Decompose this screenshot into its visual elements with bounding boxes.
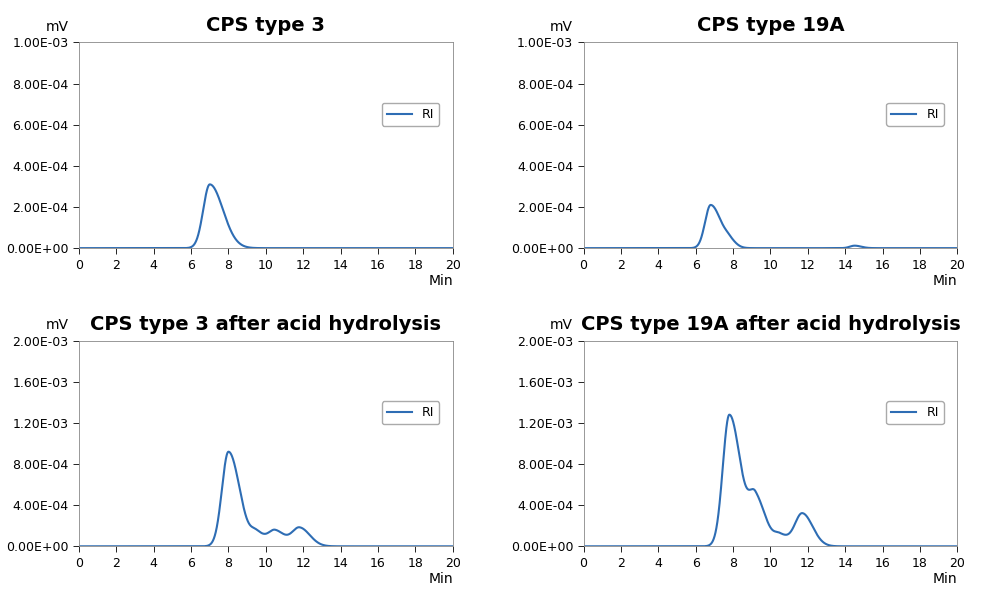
Legend: RI: RI bbox=[885, 401, 943, 424]
RI bbox=[720, 424, 732, 431]
Text: mV: mV bbox=[549, 319, 572, 333]
RI bbox=[723, 411, 735, 418]
RI bbox=[801, 245, 812, 252]
X-axis label: Min: Min bbox=[428, 572, 453, 586]
RI bbox=[577, 543, 589, 550]
Title: CPS type 3 after acid hydrolysis: CPS type 3 after acid hydrolysis bbox=[91, 314, 441, 334]
Line: RI: RI bbox=[79, 452, 453, 546]
Legend: RI: RI bbox=[382, 401, 439, 424]
Line: RI: RI bbox=[583, 415, 956, 546]
Line: RI: RI bbox=[583, 205, 956, 248]
Title: CPS type 19A after acid hydrolysis: CPS type 19A after acid hydrolysis bbox=[580, 314, 959, 334]
RI bbox=[884, 245, 896, 252]
RI bbox=[316, 541, 327, 548]
RI bbox=[820, 541, 832, 548]
Text: mV: mV bbox=[45, 319, 68, 333]
RI bbox=[297, 245, 309, 252]
RI bbox=[820, 245, 832, 252]
RI bbox=[141, 543, 153, 550]
RI bbox=[720, 227, 732, 234]
Legend: RI: RI bbox=[885, 103, 943, 126]
RI bbox=[216, 203, 228, 210]
RI bbox=[352, 543, 364, 550]
RI bbox=[447, 543, 458, 550]
RI bbox=[297, 525, 309, 532]
X-axis label: Min: Min bbox=[932, 572, 956, 586]
Legend: RI: RI bbox=[382, 103, 439, 126]
RI bbox=[447, 245, 458, 252]
RI bbox=[223, 448, 235, 455]
Text: mV: mV bbox=[549, 20, 572, 34]
RI bbox=[73, 543, 85, 550]
RI bbox=[884, 543, 896, 550]
RI bbox=[380, 245, 391, 252]
RI bbox=[204, 181, 216, 188]
RI bbox=[856, 243, 868, 251]
X-axis label: Min: Min bbox=[932, 274, 956, 288]
Title: CPS type 3: CPS type 3 bbox=[206, 16, 325, 35]
RI bbox=[577, 245, 589, 252]
RI bbox=[801, 514, 812, 521]
RI bbox=[141, 245, 153, 252]
RI bbox=[951, 245, 962, 252]
X-axis label: Min: Min bbox=[428, 274, 453, 288]
RI bbox=[856, 543, 868, 550]
RI bbox=[73, 245, 85, 252]
RI bbox=[316, 245, 327, 252]
Line: RI: RI bbox=[79, 185, 453, 248]
Text: mV: mV bbox=[45, 20, 68, 34]
RI bbox=[645, 245, 657, 252]
RI bbox=[352, 245, 364, 252]
RI bbox=[645, 543, 657, 550]
Title: CPS type 19A: CPS type 19A bbox=[696, 16, 843, 35]
RI bbox=[704, 202, 716, 209]
RI bbox=[216, 487, 228, 494]
RI bbox=[380, 543, 391, 550]
RI bbox=[951, 543, 962, 550]
